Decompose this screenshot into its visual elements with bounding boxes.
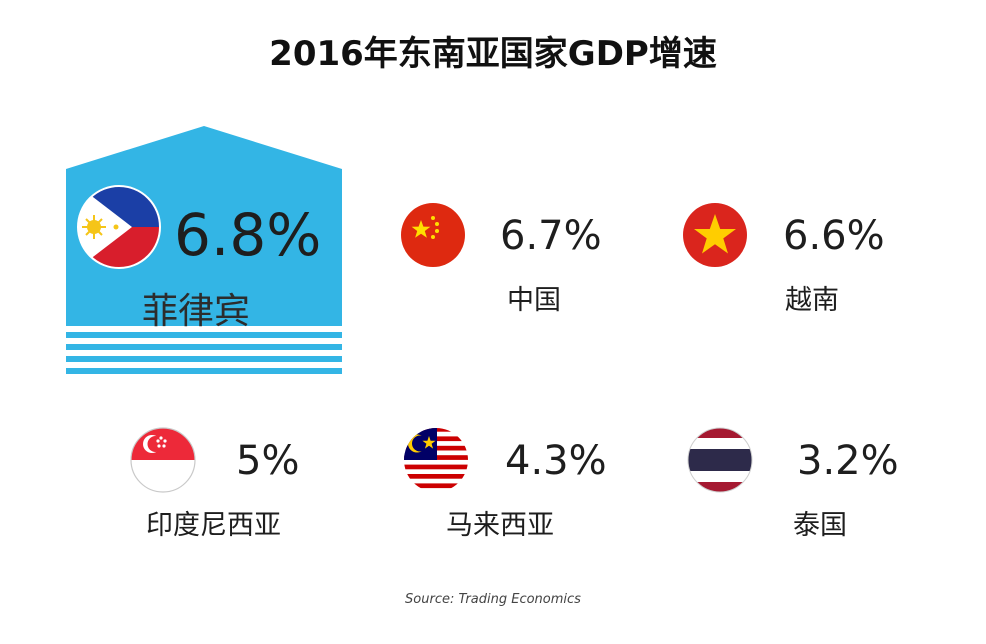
singapore-flag-icon xyxy=(130,427,196,493)
value-china: 6.7% xyxy=(500,213,602,259)
thailand-flag-icon xyxy=(687,427,753,493)
value-thailand: 3.2% xyxy=(797,438,899,484)
highlight-card-background xyxy=(66,126,342,374)
source-note: Source: Trading Economics xyxy=(405,592,581,607)
label-china: 中国 xyxy=(507,285,561,316)
malaysia-flag-icon xyxy=(403,427,469,493)
label-malaysia: 马来西亚 xyxy=(446,510,554,541)
label-thailand: 泰国 xyxy=(793,510,847,541)
china-flag-icon xyxy=(400,202,466,268)
value-philippines: 6.8% xyxy=(174,201,322,269)
label-indonesia: 印度尼西亚 xyxy=(146,510,281,541)
label-vietnam: 越南 xyxy=(785,285,839,316)
vietnam-flag-icon xyxy=(682,202,748,268)
label-philippines: 菲律宾 xyxy=(142,291,251,332)
value-indonesia: 5% xyxy=(236,438,300,484)
value-malaysia: 4.3% xyxy=(505,438,607,484)
chart-title: 2016年东南亚国家GDP增速 xyxy=(269,34,717,74)
philippines-flag-icon xyxy=(76,184,162,270)
value-vietnam: 6.6% xyxy=(783,213,885,259)
highlight-card-philippines: 6.8% 菲律宾 xyxy=(66,126,342,380)
